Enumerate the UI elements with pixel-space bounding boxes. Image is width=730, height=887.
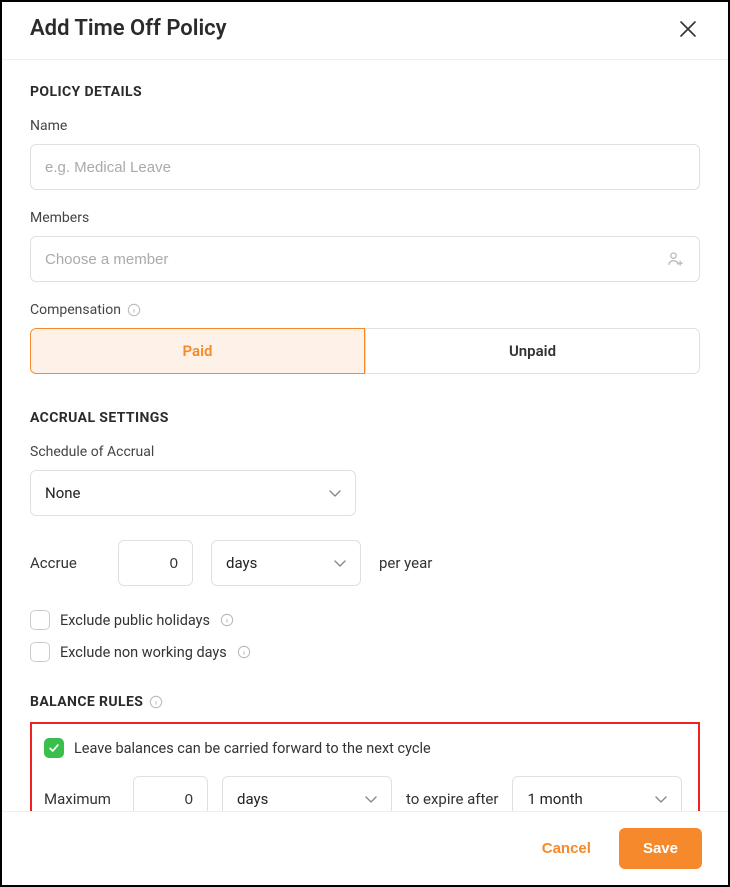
schedule-label: Schedule of Accrual [30,444,700,460]
check-icon [48,742,60,754]
chevron-down-icon [653,791,669,807]
info-icon [220,613,234,627]
balance-rules-title: BALANCE RULES [30,694,700,710]
accrue-unit-select[interactable]: days [211,540,361,586]
chevron-down-icon [332,555,348,571]
compensation-paid-button[interactable]: Paid [30,328,365,374]
policy-name-input[interactable] [30,144,700,190]
exclude-nonworking-checkbox[interactable] [30,642,50,662]
compensation-unpaid-button[interactable]: Unpaid [365,328,700,374]
name-label: Name [30,118,700,134]
carry-forward-label: Leave balances can be carried forward to… [74,740,431,757]
members-input[interactable] [30,236,700,282]
info-icon [237,645,251,659]
close-icon [679,20,697,38]
compensation-segmented: Paid Unpaid [30,328,700,374]
exclude-holidays-checkbox[interactable] [30,610,50,630]
info-icon [149,695,163,709]
info-icon [127,303,141,317]
maximum-unit-value: days [237,790,268,808]
balance-rules-highlight: Leave balances can be carried forward to… [30,722,700,811]
members-label: Members [30,210,700,226]
modal-header: Add Time Off Policy [2,2,728,60]
add-member-icon[interactable] [666,249,686,269]
accrue-unit-value: days [226,554,257,572]
maximum-label: Maximum [44,790,119,808]
accrual-settings-title: ACCRUAL SETTINGS [30,410,700,426]
accrue-label: Accrue [30,554,100,572]
close-button[interactable] [676,17,700,41]
cancel-button[interactable]: Cancel [536,839,597,858]
chevron-down-icon [363,791,379,807]
carry-forward-checkbox[interactable] [44,738,64,758]
accrue-suffix: per year [379,554,432,572]
chevron-down-icon [327,485,343,501]
add-time-off-policy-modal: Add Time Off Policy POLICY DETAILS Name … [0,0,730,887]
expire-select[interactable]: 1 month [512,776,682,811]
schedule-select[interactable]: None [30,470,356,516]
schedule-value: None [45,484,81,502]
exclude-holidays-label: Exclude public holidays [60,612,210,629]
exclude-nonworking-label: Exclude non working days [60,644,227,661]
accrue-amount-input[interactable] [118,540,193,586]
expire-label: to expire after [406,790,498,808]
expire-value: 1 month [527,790,582,808]
compensation-label: Compensation [30,302,700,318]
maximum-unit-select[interactable]: days [222,776,392,811]
modal-body: POLICY DETAILS Name Members Compensation… [2,60,728,811]
policy-details-title: POLICY DETAILS [30,84,700,100]
modal-footer: Cancel Save [2,811,728,885]
save-button[interactable]: Save [619,828,702,869]
maximum-amount-input[interactable] [133,776,208,811]
modal-title: Add Time Off Policy [30,16,227,41]
